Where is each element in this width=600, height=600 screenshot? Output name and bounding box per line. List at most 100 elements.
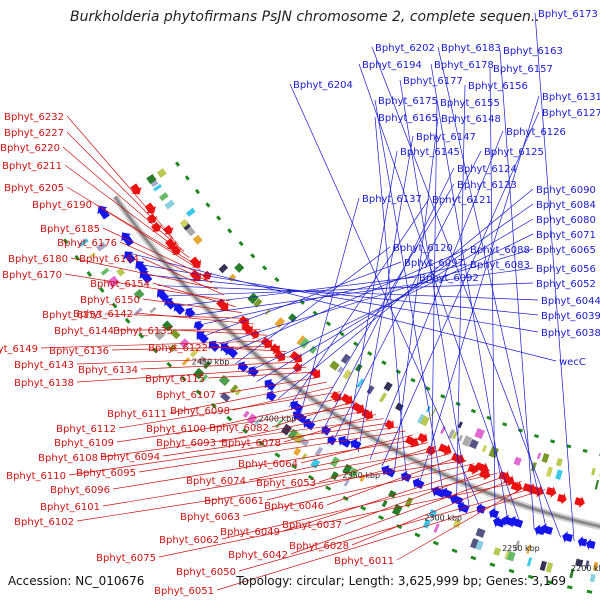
reverse-gene-label[interactable]: Bphyt_6150 (80, 295, 140, 306)
forward-gene-label[interactable]: Bphyt_6127 (542, 108, 600, 119)
reverse-gene-label[interactable]: Bphyt_6149 (0, 344, 38, 355)
forward-gene-label[interactable]: Bphyt_6173 (538, 9, 598, 20)
forward-gene-label[interactable]: Bphyt_6175 (378, 96, 438, 107)
forward-gene-label[interactable]: Bphyt_6044 (541, 296, 600, 307)
reverse-gene-label[interactable]: Bphyt_6227 (4, 128, 64, 139)
reverse-gene-label[interactable]: Bphyt_6190 (32, 200, 92, 211)
forward-gene-label[interactable]: Bphyt_6123 (457, 180, 517, 191)
reverse-gene-label[interactable]: Bphyt_6053 (256, 478, 316, 489)
forward-gene-label[interactable]: Bphyt_6088 (470, 245, 530, 256)
reverse-gene-label[interactable]: Bphyt_6063 (180, 512, 240, 523)
reverse-gene-label[interactable]: Bphyt_6075 (96, 553, 156, 564)
forward-gene-label[interactable]: Bphyt_6097 (404, 258, 464, 269)
reverse-gene-label[interactable]: Bphyt_6102 (14, 517, 74, 528)
forward-gene-label[interactable]: Bphyt_6083 (470, 260, 530, 271)
forward-gene-label[interactable]: wecC (559, 357, 586, 368)
reverse-gene-label[interactable]: Bphyt_6220 (0, 143, 60, 154)
forward-gene-label[interactable]: Bphyt_6125 (484, 147, 544, 158)
scale-tick-mark (360, 505, 367, 511)
reverse-gene-label[interactable]: Bphyt_6211 (2, 161, 62, 172)
reverse-gene-label[interactable]: Bphyt_6143 (14, 360, 74, 371)
forward-gene-label[interactable]: Bphyt_6071 (536, 230, 596, 241)
reverse-gene-label[interactable]: Bphyt_6101 (40, 502, 100, 513)
reverse-gene-label[interactable]: Bphyt_6046 (264, 501, 324, 512)
reverse-gene-label[interactable]: Bphyt_6153 (42, 310, 102, 321)
reverse-gene-label[interactable]: Bphyt_6115 (145, 374, 205, 385)
forward-gene-label[interactable]: Bphyt_6056 (536, 264, 596, 275)
reverse-gene-label[interactable]: Bphyt_6110 (6, 471, 66, 482)
forward-gene-label[interactable]: Bphyt_6038 (541, 328, 600, 339)
reverse-gene-label[interactable]: Bphyt_6095 (76, 468, 136, 479)
reverse-gene-label[interactable]: Bphyt_6064 (238, 459, 298, 470)
reverse-gene-label[interactable]: Bphyt_6028 (289, 541, 349, 552)
reverse-gene-label[interactable]: Bphyt_6164 (79, 254, 139, 265)
reverse-gene-arrow (289, 350, 303, 363)
forward-gene-label[interactable]: Bphyt_6137 (362, 194, 422, 205)
forward-gene-label[interactable]: Bphyt_6039 (541, 311, 600, 322)
forward-gene-label[interactable]: Bphyt_6157 (493, 64, 553, 75)
forward-gene-label[interactable]: Bphyt_6177 (403, 76, 463, 87)
reverse-gene-label[interactable]: Bphyt_6135 (113, 326, 173, 337)
forward-gene-label[interactable]: Bphyt_6126 (506, 127, 566, 138)
reverse-gene-label[interactable]: Bphyt_6109 (54, 438, 114, 449)
forward-gene-label[interactable]: Bphyt_6148 (441, 114, 501, 125)
forward-gene-label[interactable]: Bphyt_6165 (378, 113, 438, 124)
reverse-gene-label[interactable]: Bphyt_6142 (73, 309, 133, 320)
reverse-gene-label[interactable]: Bphyt_6042 (228, 550, 288, 561)
feature-block (309, 345, 318, 354)
forward-gene-label[interactable]: Bphyt_6065 (536, 245, 596, 256)
reverse-gene-label[interactable]: Bphyt_6170 (2, 270, 62, 281)
forward-gene-label[interactable]: Bphyt_6163 (503, 46, 563, 57)
reverse-gene-label[interactable]: Bphyt_6112 (56, 424, 116, 435)
reverse-gene-label[interactable]: Bphyt_6100 (146, 424, 206, 435)
forward-gene-label[interactable]: Bphyt_6084 (536, 200, 596, 211)
forward-gene-label[interactable]: Bphyt_6080 (536, 215, 596, 226)
forward-gene-label[interactable]: Bphyt_6155 (440, 98, 500, 109)
reverse-gene-label[interactable]: Bphyt_6205 (4, 183, 64, 194)
reverse-gene-label[interactable]: Bphyt_6074 (186, 476, 246, 487)
forward-gene-label[interactable]: Bphyt_6145 (400, 147, 460, 158)
reverse-gene-label[interactable]: Bphyt_6134 (78, 365, 138, 376)
reverse-gene-label[interactable]: Bphyt_6107 (156, 390, 216, 401)
reverse-gene-label[interactable]: Bphyt_6062 (159, 535, 219, 546)
forward-gene-label[interactable]: Bphyt_6092 (419, 273, 479, 284)
reverse-gene-label[interactable]: Bphyt_6037 (282, 520, 342, 531)
reverse-gene-label[interactable]: Bphyt_6108 (38, 453, 98, 464)
forward-gene-label[interactable]: Bphyt_6202 (375, 43, 435, 54)
reverse-gene-label[interactable]: Bphyt_6136 (49, 346, 109, 357)
reverse-gene-label[interactable]: Bphyt_6082 (209, 423, 269, 434)
reverse-gene-label[interactable]: Bphyt_6122 (148, 343, 208, 354)
reverse-gene-label[interactable]: Bphyt_6050 (176, 567, 236, 578)
forward-gene-label[interactable]: Bphyt_6120 (393, 243, 453, 254)
reverse-gene-label[interactable]: Bphyt_6111 (107, 409, 167, 420)
forward-gene-label[interactable]: Bphyt_6147 (416, 132, 476, 143)
reverse-gene-label[interactable]: Bphyt_6144 (54, 326, 114, 337)
reverse-gene-label[interactable]: Bphyt_6185 (40, 224, 100, 235)
forward-gene-label[interactable]: Bphyt_6052 (536, 279, 596, 290)
forward-gene-label[interactable]: Bphyt_6121 (432, 195, 492, 206)
reverse-gene-label[interactable]: Bphyt_6078 (221, 438, 281, 449)
reverse-gene-label[interactable]: Bphyt_6096 (50, 485, 110, 496)
reverse-gene-label[interactable]: Bphyt_6098 (170, 406, 230, 417)
forward-gene-label[interactable]: Bphyt_6183 (441, 43, 501, 54)
reverse-gene-label[interactable]: Bphyt_6094 (100, 452, 160, 463)
reverse-label-leader (396, 484, 530, 561)
reverse-gene-label[interactable]: Bphyt_6093 (156, 438, 216, 449)
reverse-gene-label[interactable]: Bphyt_6138 (14, 378, 74, 389)
reverse-gene-label[interactable]: Bphyt_6051 (154, 586, 214, 597)
reverse-gene-label[interactable]: Bphyt_6011 (334, 556, 394, 567)
reverse-gene-label[interactable]: Bphyt_6232 (4, 112, 64, 123)
scale-tick-mark (62, 238, 69, 245)
forward-gene-label[interactable]: Bphyt_6131 (542, 92, 600, 103)
forward-gene-label[interactable]: Bphyt_6194 (362, 60, 422, 71)
reverse-gene-label[interactable]: Bphyt_6061 (204, 496, 264, 507)
forward-gene-label[interactable]: Bphyt_6090 (536, 185, 596, 196)
reverse-gene-label[interactable]: Bphyt_6049 (220, 527, 280, 538)
reverse-gene-label[interactable]: Bphyt_6180 (8, 254, 68, 265)
reverse-gene-label[interactable]: Bphyt_6154 (90, 279, 150, 290)
forward-gene-label[interactable]: Bphyt_6124 (457, 164, 517, 175)
reverse-gene-label[interactable]: Bphyt_6176 (57, 238, 117, 249)
forward-gene-label[interactable]: Bphyt_6178 (434, 60, 494, 71)
forward-gene-label[interactable]: Bphyt_6156 (468, 81, 528, 92)
forward-gene-label[interactable]: Bphyt_6204 (293, 80, 353, 91)
